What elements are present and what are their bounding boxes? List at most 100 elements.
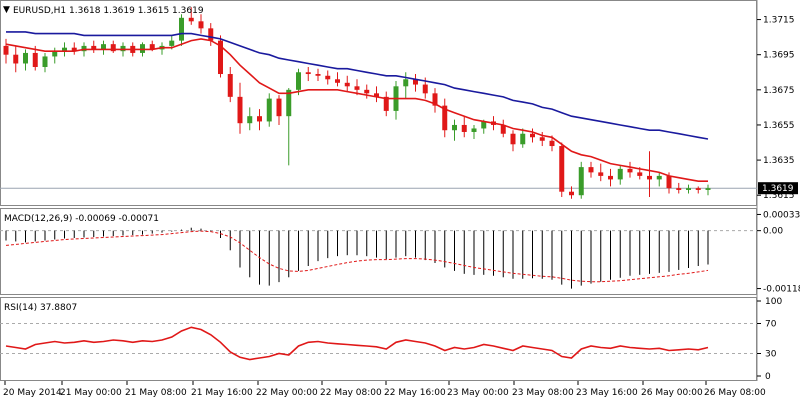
time-tick-label: 23 May 16:00 [576, 388, 638, 398]
candle-body [140, 44, 145, 53]
candle-body [52, 51, 58, 57]
candle-body [539, 137, 545, 141]
current-price-label: 1.3619 [762, 184, 794, 194]
macd-layer [0, 227, 757, 289]
candle-body [452, 124, 457, 131]
candle-body [13, 54, 19, 64]
candle-body [169, 40, 175, 46]
candle-body [257, 116, 262, 122]
candle-body [442, 105, 448, 131]
candle-body [383, 96, 389, 111]
candle-body [62, 47, 67, 52]
candle-body [705, 188, 711, 190]
candle-body [266, 98, 272, 122]
candle-body [81, 45, 87, 52]
time-tick-label: 26 May 00:00 [641, 388, 703, 398]
candle-body [598, 172, 604, 176]
current-price-marker [758, 182, 798, 195]
candle-body [627, 168, 633, 173]
ma-slow-line [6, 31, 709, 140]
macd-pane-title: MACD(12,26,9) -0.00069 -0.00071 [4, 214, 159, 224]
candle-body [676, 188, 682, 190]
chart-down-arrow-icon[interactable]: ▼ [3, 5, 10, 15]
candle-body [208, 28, 214, 41]
candle-body [23, 52, 28, 64]
candle-body [218, 40, 223, 75]
price-tick-label: 1.3715 [763, 16, 795, 26]
candle-body [481, 121, 487, 129]
candle-body [656, 175, 662, 180]
candle-body [42, 56, 48, 67]
price-layer [0, 7, 757, 199]
candle-body [530, 133, 535, 138]
candle-body [461, 124, 467, 132]
candle-body [510, 133, 516, 145]
candle-body [374, 93, 379, 97]
rsi-tick-label: 70 [765, 320, 777, 330]
candle-body [500, 124, 506, 134]
candle-body [666, 175, 672, 189]
macd-tick-label: 0.00033 [763, 210, 800, 220]
price-pane-title: EURUSD,H1 1.3618 1.3619 1.3615 1.3619 [13, 6, 204, 16]
rsi-tick-label: 0 [765, 372, 771, 382]
candle-body [549, 140, 555, 147]
time-tick-label: 22 May 16:00 [384, 388, 446, 398]
candle-body [335, 79, 340, 83]
rsi-tick-label: 100 [765, 297, 782, 307]
candle-body [32, 52, 38, 67]
rsi-layer [0, 323, 757, 361]
candle-body [3, 45, 9, 55]
candle-body [422, 84, 428, 94]
candle-body [188, 17, 194, 22]
candle-body [227, 74, 233, 97]
rsi-pane-frame [0, 297, 757, 381]
candle-body [237, 96, 243, 124]
price-tick-label: 1.3655 [763, 121, 795, 131]
candle-body [569, 191, 574, 196]
candle-body [247, 116, 253, 124]
candle-body [71, 47, 77, 52]
candle-body [354, 86, 360, 90]
price-tick-label: 1.3635 [763, 156, 795, 166]
candle-body [276, 98, 282, 117]
candle-body [344, 82, 350, 87]
candle-body [149, 44, 155, 50]
macd-signal-line [5, 230, 709, 283]
candle-body [695, 188, 701, 190]
candle-body [91, 45, 97, 50]
time-tick-label: 26 May 08:00 [704, 388, 766, 398]
time-tick-label: 22 May 08:00 [320, 388, 382, 398]
time-tick-label: 21 May 08:00 [125, 388, 187, 398]
rsi-pane-title: RSI(14) 37.8807 [4, 303, 77, 313]
candle-body [120, 45, 126, 52]
candle-body [364, 89, 370, 94]
time-tick-label: 20 May 2014 [3, 388, 62, 398]
candle-body [413, 79, 418, 85]
candle-body [617, 168, 623, 180]
candle-body [588, 167, 594, 173]
candle-body [286, 89, 292, 117]
ma-fast-line [5, 38, 708, 182]
candle-body [637, 172, 643, 176]
candle-body [559, 146, 565, 192]
price-pane-frame [0, 0, 757, 206]
price-tick-label: 1.3695 [763, 51, 795, 61]
candle-body [686, 188, 691, 190]
candle-body [578, 167, 584, 196]
time-tick-label: 22 May 00:00 [256, 388, 318, 398]
candle-body [198, 21, 204, 29]
candle-body [325, 75, 331, 80]
macd-tick-label: 0.00 [763, 227, 783, 237]
candle-body [179, 17, 184, 41]
candle-body [110, 44, 116, 52]
candle-body [432, 93, 438, 106]
candle-body [647, 175, 652, 180]
candle-body [520, 133, 526, 145]
candle-body [101, 44, 106, 50]
time-tick-label: 23 May 08:00 [512, 388, 574, 398]
time-tick-label: 21 May 00:00 [60, 388, 122, 398]
price-tick-label: 1.3615 [763, 191, 795, 201]
candle-body [403, 79, 409, 87]
axis-layer: 1.3715 1.3695 1.3675 1.3655 1.3635 1.36151.36… [3, 16, 800, 398]
